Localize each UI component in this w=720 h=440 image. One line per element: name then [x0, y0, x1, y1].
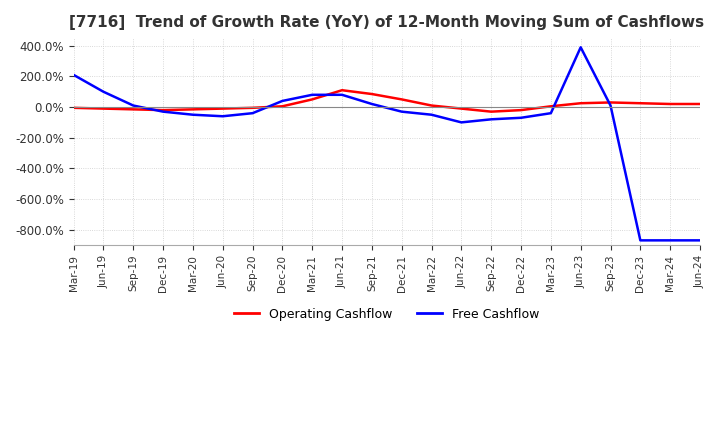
Free Cashflow	[427, 112, 436, 117]
Operating Cashflow	[457, 106, 466, 111]
Operating Cashflow	[397, 97, 406, 102]
Free Cashflow	[546, 110, 555, 116]
Free Cashflow	[636, 238, 644, 243]
Operating Cashflow	[308, 97, 317, 102]
Operating Cashflow	[218, 106, 227, 111]
Free Cashflow	[129, 103, 138, 108]
Free Cashflow	[69, 72, 78, 77]
Operating Cashflow	[636, 101, 644, 106]
Operating Cashflow	[278, 104, 287, 109]
Legend: Operating Cashflow, Free Cashflow: Operating Cashflow, Free Cashflow	[229, 303, 544, 326]
Title: [7716]  Trend of Growth Rate (YoY) of 12-Month Moving Sum of Cashflows: [7716] Trend of Growth Rate (YoY) of 12-…	[69, 15, 704, 30]
Operating Cashflow	[427, 103, 436, 108]
Operating Cashflow	[666, 101, 675, 106]
Free Cashflow	[397, 109, 406, 114]
Operating Cashflow	[159, 107, 168, 113]
Free Cashflow	[189, 112, 197, 117]
Free Cashflow	[248, 110, 257, 116]
Operating Cashflow	[606, 100, 615, 105]
Free Cashflow	[368, 101, 377, 106]
Free Cashflow	[517, 115, 526, 121]
Operating Cashflow	[577, 101, 585, 106]
Free Cashflow	[696, 238, 704, 243]
Free Cashflow	[606, 103, 615, 108]
Operating Cashflow	[368, 92, 377, 97]
Free Cashflow	[218, 114, 227, 119]
Free Cashflow	[666, 238, 675, 243]
Free Cashflow	[278, 98, 287, 103]
Free Cashflow	[338, 92, 346, 97]
Operating Cashflow	[546, 104, 555, 109]
Operating Cashflow	[517, 107, 526, 113]
Free Cashflow	[99, 89, 108, 94]
Operating Cashflow	[248, 105, 257, 110]
Operating Cashflow	[189, 107, 197, 112]
Operating Cashflow	[99, 106, 108, 111]
Operating Cashflow	[129, 107, 138, 112]
Operating Cashflow	[338, 88, 346, 93]
Free Cashflow	[308, 92, 317, 97]
Free Cashflow	[159, 109, 168, 114]
Operating Cashflow	[487, 109, 495, 114]
Free Cashflow	[487, 117, 495, 122]
Free Cashflow	[457, 120, 466, 125]
Line: Free Cashflow: Free Cashflow	[73, 48, 700, 240]
Free Cashflow	[577, 45, 585, 50]
Operating Cashflow	[69, 105, 78, 110]
Line: Operating Cashflow: Operating Cashflow	[73, 90, 700, 112]
Operating Cashflow	[696, 101, 704, 106]
